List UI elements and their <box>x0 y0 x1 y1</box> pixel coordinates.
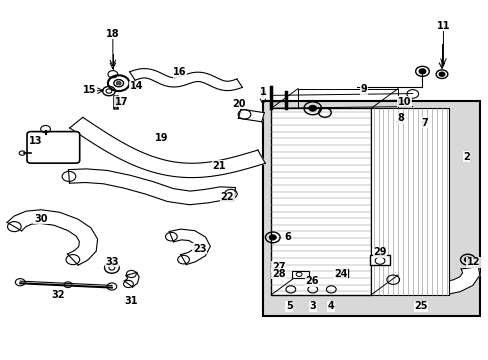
Text: 22: 22 <box>220 192 234 202</box>
Bar <box>271 108 370 295</box>
Text: 31: 31 <box>124 296 138 306</box>
Bar <box>263 101 479 316</box>
Bar <box>335 269 347 277</box>
Polygon shape <box>70 117 264 177</box>
Text: 28: 28 <box>271 269 285 279</box>
Text: 23: 23 <box>192 244 206 254</box>
Circle shape <box>308 105 316 111</box>
Bar <box>370 108 448 295</box>
Text: 6: 6 <box>284 232 290 242</box>
Circle shape <box>438 72 444 76</box>
Polygon shape <box>129 69 242 91</box>
Polygon shape <box>68 169 235 205</box>
Circle shape <box>464 257 470 262</box>
Text: 30: 30 <box>34 214 47 224</box>
Circle shape <box>109 266 115 270</box>
Circle shape <box>418 69 425 74</box>
Text: 3: 3 <box>309 301 316 311</box>
Text: 18: 18 <box>106 29 120 39</box>
Text: 13: 13 <box>29 136 42 145</box>
Text: 11: 11 <box>436 21 449 31</box>
Polygon shape <box>390 267 479 295</box>
Text: 21: 21 <box>212 161 225 171</box>
Text: 20: 20 <box>231 99 245 109</box>
Text: 33: 33 <box>105 257 119 267</box>
Circle shape <box>116 81 121 85</box>
Text: 4: 4 <box>327 301 334 311</box>
Text: 1: 1 <box>259 87 266 97</box>
Text: 25: 25 <box>413 301 427 311</box>
Text: 10: 10 <box>397 97 410 107</box>
Text: 14: 14 <box>129 81 142 91</box>
Text: 29: 29 <box>372 247 386 257</box>
Text: 27: 27 <box>271 262 285 272</box>
Text: 16: 16 <box>173 67 186 77</box>
Text: 7: 7 <box>421 118 427 128</box>
Text: 32: 32 <box>51 291 65 301</box>
Text: 5: 5 <box>285 301 292 311</box>
Text: 24: 24 <box>334 269 347 279</box>
Circle shape <box>114 80 123 87</box>
Text: 26: 26 <box>305 276 318 286</box>
Text: 19: 19 <box>155 133 168 143</box>
Circle shape <box>106 89 112 93</box>
Text: 17: 17 <box>115 97 128 107</box>
Text: 15: 15 <box>82 85 96 95</box>
Polygon shape <box>7 210 98 265</box>
Text: 8: 8 <box>396 113 403 123</box>
Polygon shape <box>124 273 139 287</box>
Text: 9: 9 <box>360 84 366 94</box>
Text: 12: 12 <box>466 257 479 267</box>
Text: 2: 2 <box>462 152 469 162</box>
Bar <box>369 255 389 265</box>
Polygon shape <box>238 109 264 122</box>
Circle shape <box>269 235 276 240</box>
FancyBboxPatch shape <box>27 132 80 163</box>
Bar <box>292 271 309 278</box>
Polygon shape <box>169 229 210 265</box>
